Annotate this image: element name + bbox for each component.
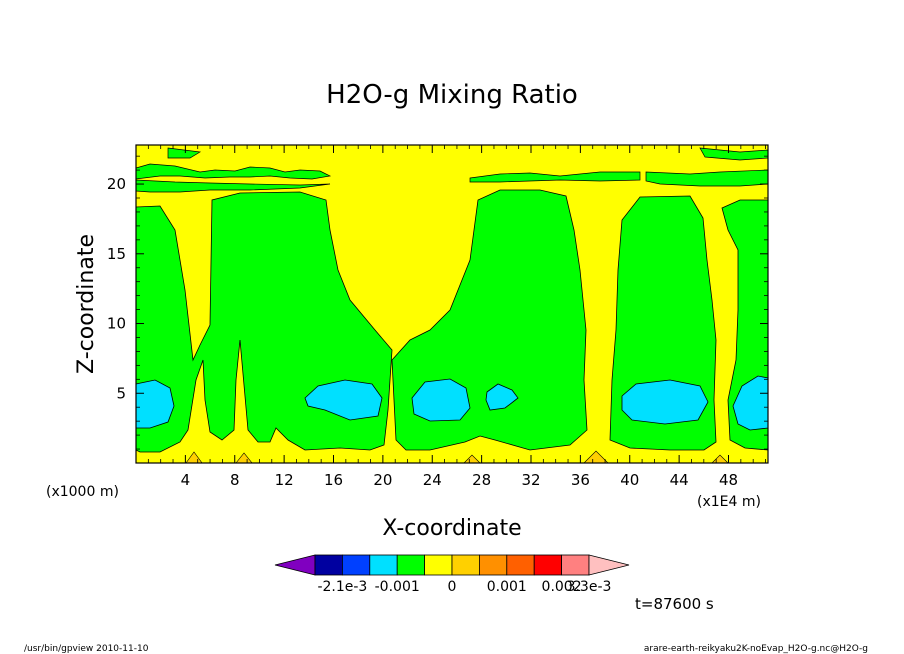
colorbar-label: 0.002 [542, 579, 582, 595]
footer-right: arare-earth-reikyaku2K-noEvap_H2O-g.nc@H… [644, 644, 868, 654]
colorbar-swatch [369, 554, 398, 576]
colorbar-swatch [478, 554, 508, 576]
cyan-region [485, 383, 519, 411]
colorbar-label: 0.001 [487, 579, 527, 595]
colorbar-label: -2.1e-3 [317, 579, 367, 595]
x-tick-label: 44 [670, 471, 689, 489]
x-tick-label: 16 [324, 471, 343, 489]
colorbar-swatch [424, 554, 453, 576]
plot-frame [135, 144, 769, 464]
x-scale-label: (x1E4 m) [697, 494, 761, 510]
colorbar-swatch [451, 554, 480, 576]
x-axis-label: X-coordinate [382, 516, 521, 541]
upper-green-band [135, 163, 332, 180]
plot-area [135, 144, 769, 464]
y-scale-label: (x1000 m) [46, 484, 119, 500]
colorbar-swatch [506, 554, 535, 576]
y-tick-label: 5 [116, 384, 126, 402]
cyan-region [411, 378, 471, 422]
colorbar-swatch [341, 554, 371, 576]
y-tick-label: 20 [107, 175, 126, 193]
upper-green-band [469, 171, 641, 183]
colorbar-swatch [314, 554, 343, 576]
colorbar-swatch [561, 554, 590, 576]
footer-left: /usr/bin/gpview 2010-11-10 [24, 644, 149, 654]
colorbar-arrow-low [274, 554, 316, 576]
x-tick-label: 32 [521, 471, 540, 489]
x-tick-label: 48 [719, 471, 738, 489]
y-tick-label: 10 [107, 315, 126, 333]
x-tick-label: 12 [275, 471, 294, 489]
time-label: t=87600 s [635, 595, 714, 613]
colorbar-arrow-high [588, 554, 630, 576]
x-tick-label: 24 [423, 471, 442, 489]
cyan-region [304, 379, 383, 421]
y-tick-label: 15 [107, 245, 126, 263]
colorbar-label: 0 [448, 579, 457, 595]
colorbar-swatch [396, 554, 426, 576]
x-tick-label: 36 [571, 471, 590, 489]
colorbar-label: 3.3e-3 [567, 579, 612, 595]
x-tick-label: 28 [472, 471, 491, 489]
chart-title: H2O-g Mixing Ratio [326, 80, 578, 110]
colorbar-label: -0.001 [375, 579, 420, 595]
upper-green-band [645, 169, 769, 187]
x-tick-label: 8 [230, 471, 240, 489]
cyan-region [135, 379, 175, 429]
colorbar-swatch [533, 554, 563, 576]
colorbar [274, 554, 630, 576]
x-axis: 4 8 12 16 20 24 28 32 36 40 44 48 [147, 145, 766, 489]
cyan-region [621, 379, 709, 425]
x-tick-label: 4 [181, 471, 191, 489]
x-tick-label: 20 [373, 471, 392, 489]
y-axis-label: Z-coordinate [74, 234, 99, 374]
upper-green-band [167, 147, 202, 159]
x-tick-label: 40 [620, 471, 639, 489]
y-axis: 5 10 15 20 [107, 155, 768, 450]
upper-green-band [135, 179, 331, 193]
